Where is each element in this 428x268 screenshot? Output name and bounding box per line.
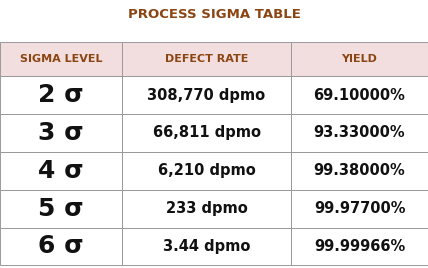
Bar xyxy=(0,152,122,190)
Text: 99.99966%: 99.99966% xyxy=(314,239,405,254)
Bar xyxy=(0,42,122,76)
Text: 99.38000%: 99.38000% xyxy=(314,163,405,178)
Bar xyxy=(291,76,428,114)
Text: 6 σ: 6 σ xyxy=(38,234,84,258)
Text: PROCESS SIGMA TABLE: PROCESS SIGMA TABLE xyxy=(128,8,300,21)
Text: 2 σ: 2 σ xyxy=(38,83,84,107)
Bar xyxy=(122,76,291,114)
Bar xyxy=(122,114,291,152)
Bar xyxy=(291,152,428,190)
Bar xyxy=(122,228,291,265)
Text: 4 σ: 4 σ xyxy=(38,159,84,183)
Text: 93.33000%: 93.33000% xyxy=(314,125,405,140)
Bar xyxy=(122,42,291,76)
Bar xyxy=(0,114,122,152)
Bar xyxy=(122,190,291,228)
Text: 69.10000%: 69.10000% xyxy=(314,88,405,103)
Text: DEFECT RATE: DEFECT RATE xyxy=(165,54,248,64)
Bar xyxy=(291,114,428,152)
Bar xyxy=(0,76,122,114)
Text: 6,210 dpmo: 6,210 dpmo xyxy=(158,163,256,178)
Text: 66,811 dpmo: 66,811 dpmo xyxy=(152,125,261,140)
Bar xyxy=(291,190,428,228)
Text: 308,770 dpmo: 308,770 dpmo xyxy=(148,88,265,103)
Bar xyxy=(0,190,122,228)
Text: 99.97700%: 99.97700% xyxy=(314,201,405,216)
Bar xyxy=(291,228,428,265)
Text: SIGMA LEVEL: SIGMA LEVEL xyxy=(20,54,102,64)
Bar xyxy=(122,152,291,190)
Text: 3.44 dpmo: 3.44 dpmo xyxy=(163,239,250,254)
Bar xyxy=(0,228,122,265)
Text: 3 σ: 3 σ xyxy=(38,121,84,145)
Bar xyxy=(291,42,428,76)
Text: YIELD: YIELD xyxy=(342,54,377,64)
Text: 233 dpmo: 233 dpmo xyxy=(166,201,247,216)
Text: 5 σ: 5 σ xyxy=(38,197,84,221)
